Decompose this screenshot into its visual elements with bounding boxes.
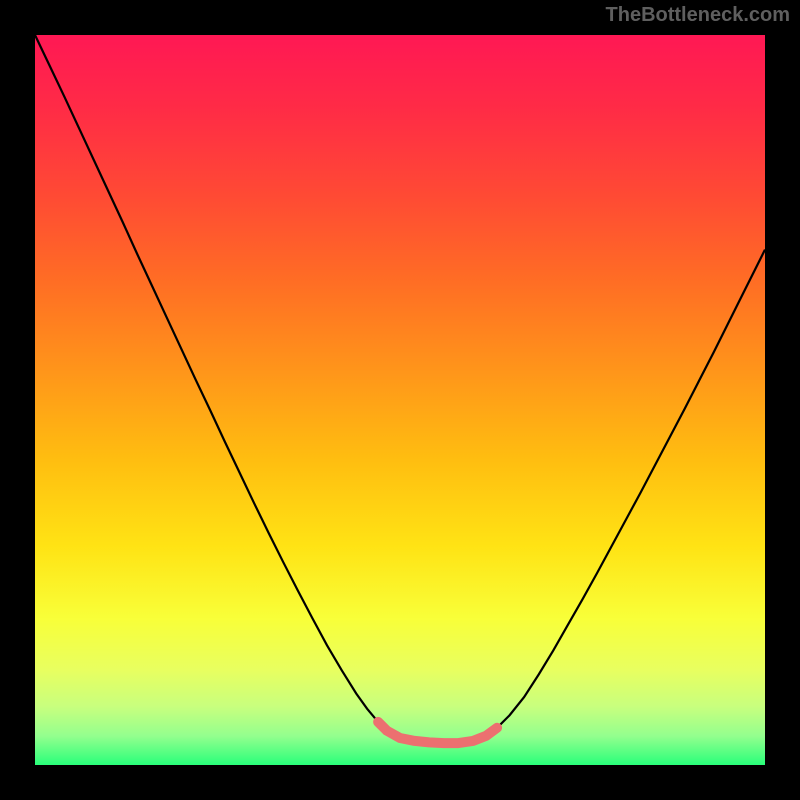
plot-gradient-background bbox=[35, 35, 765, 765]
watermark-text: TheBottleneck.com bbox=[606, 4, 790, 27]
chart-container: TheBottleneck.com bbox=[0, 0, 800, 800]
bottleneck-curve-chart bbox=[0, 0, 800, 800]
